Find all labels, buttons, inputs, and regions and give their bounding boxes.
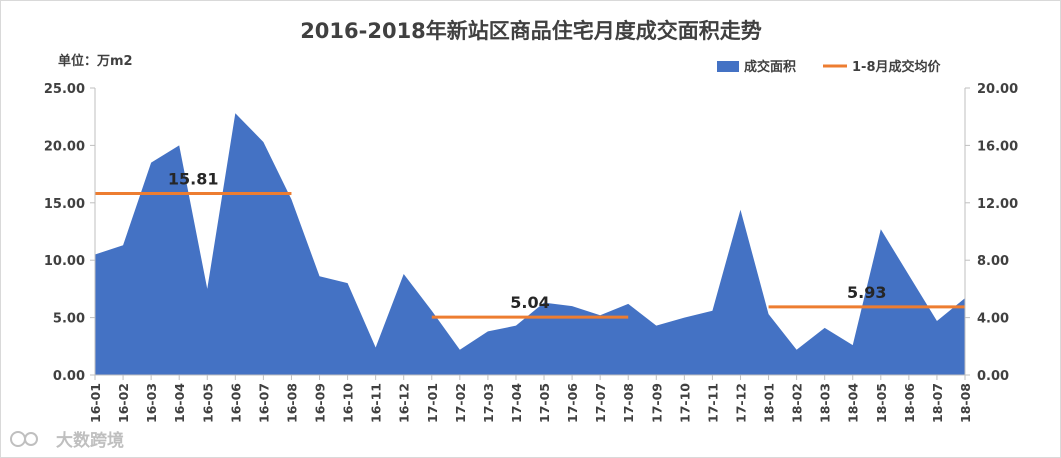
watermark-text: 大数跨境	[56, 430, 124, 451]
y-right-tick-label: 4.00	[977, 312, 1009, 327]
y-left-tick-label: 10.00	[44, 254, 85, 269]
x-tick-label-17-11: 17-11	[705, 383, 720, 423]
y-left-tick-label: 15.00	[44, 197, 85, 212]
axes: 0.00 5.00 10.00 15.00 20.00 25.00 0.00 4.00 8.00…	[44, 82, 1018, 423]
x-tick-label-18-01: 18-01	[762, 383, 777, 423]
x-tick-label-18-08: 18-08	[958, 383, 973, 423]
avg-label-0: 15.81	[168, 170, 219, 189]
x-tick-label-16-08: 16-08	[284, 383, 299, 423]
x-tick-label-16-05: 16-05	[200, 383, 215, 423]
avg-label-1: 5.04	[510, 293, 549, 312]
y-right-tick-label: 0.00	[977, 369, 1009, 384]
x-tick-label-16-06: 16-06	[228, 383, 243, 423]
x-tick-label-17-07: 17-07	[593, 383, 608, 423]
x-tick-label-18-05: 18-05	[874, 383, 889, 423]
x-tick-label-16-09: 16-09	[313, 383, 328, 423]
legend-label-area: 成交面积	[744, 59, 796, 75]
x-tick-label-18-07: 18-07	[930, 383, 945, 423]
x-tick-label-17-12: 17-12	[733, 383, 748, 423]
x-tick-label-17-10: 17-10	[677, 383, 692, 423]
x-tick-label-16-02: 16-02	[116, 383, 131, 423]
x-tick-label-16-03: 16-03	[144, 383, 159, 423]
y-left-tick-label: 20.00	[44, 139, 85, 154]
y-left-tick-label: 25.00	[44, 82, 85, 97]
x-tick-label-16-04: 16-04	[172, 383, 187, 423]
x-tick-label-17-09: 17-09	[649, 383, 664, 423]
x-tick-label-17-08: 17-08	[621, 383, 636, 423]
x-tick-label-17-04: 17-04	[509, 383, 524, 423]
watermark-logo-icon	[10, 431, 26, 447]
x-tick-label-18-02: 18-02	[790, 383, 805, 423]
x-tick-label-18-06: 18-06	[902, 383, 917, 423]
y-right-tick-label: 8.00	[977, 254, 1009, 269]
plot-area: 15.81 5.04 5.93	[95, 113, 965, 375]
x-tick-label-17-01: 17-01	[425, 383, 440, 423]
watermark-logo-icon-2	[24, 432, 38, 446]
legend-swatch-area	[717, 61, 739, 72]
x-tick-label-16-01: 16-01	[88, 383, 103, 423]
legend-label-avg: 1-8月成交均价	[852, 59, 941, 75]
y-right-tick-label: 12.00	[977, 197, 1018, 212]
chart-title: 2016-2018年新站区商品住宅月度成交面积走势	[300, 19, 762, 43]
x-tick-label-16-12: 16-12	[397, 383, 412, 423]
legend: 成交面积 1-8月成交均价	[717, 59, 941, 75]
area-series-fill	[95, 113, 965, 375]
x-tick-label-16-10: 16-10	[341, 383, 356, 423]
watermark: 大数跨境	[10, 430, 124, 451]
x-tick-label-16-07: 16-07	[256, 383, 271, 423]
y-left-tick-label: 5.00	[53, 312, 85, 327]
x-tick-label-17-02: 17-02	[453, 383, 468, 423]
unit-label: 单位：万m2	[58, 53, 133, 69]
x-tick-label-17-05: 17-05	[537, 383, 552, 423]
x-tick-label-18-03: 18-03	[818, 383, 833, 423]
x-tick-label-18-04: 18-04	[846, 383, 861, 423]
y-right-tick-label: 20.00	[977, 82, 1018, 97]
x-tick-label-17-03: 17-03	[481, 383, 496, 423]
y-right-tick-label: 16.00	[977, 139, 1018, 154]
x-tick-label-16-11: 16-11	[369, 383, 384, 423]
x-tick-label-17-06: 17-06	[565, 383, 580, 423]
avg-label-2: 5.93	[847, 283, 886, 302]
y-left-tick-label: 0.00	[53, 369, 85, 384]
